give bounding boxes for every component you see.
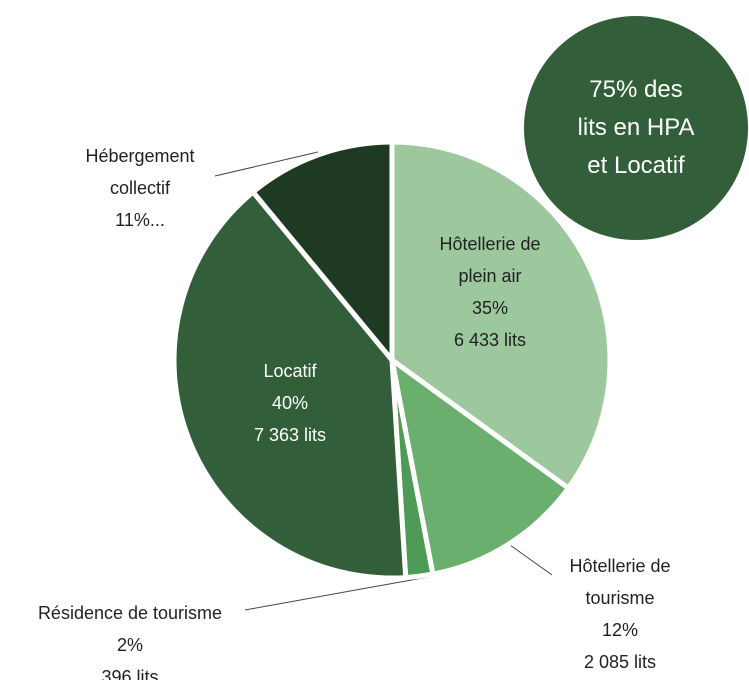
percent-label: 35% xyxy=(471,298,509,318)
category-label: Résidence de tourisme xyxy=(37,603,223,623)
percent-label: 2% xyxy=(116,635,143,655)
leader-line xyxy=(244,576,429,611)
category-label: Locatif xyxy=(263,361,317,381)
slice-label: Hôtellerie de plein air 35% 6 433 lits xyxy=(425,228,555,356)
percent-label: 40% xyxy=(271,393,309,413)
leader-line xyxy=(214,151,319,177)
slice-label: Locatif 40% 7 363 lits xyxy=(225,355,355,451)
beds-label: 396 lits xyxy=(101,667,159,680)
pie-slice xyxy=(389,139,613,491)
beds-label: 2 085 lits xyxy=(583,652,657,672)
slice-label: Hébergement collectif 11%... xyxy=(60,140,220,236)
pie-slice xyxy=(389,357,571,577)
pie-slice xyxy=(250,139,395,363)
percent-label: 12% xyxy=(601,620,639,640)
category-label: Hébergement collectif xyxy=(85,146,195,198)
leader-line xyxy=(509,544,553,576)
annotation-circle: 75% des lits en HPA et Locatif xyxy=(524,16,748,240)
annotation-line: et Locatif xyxy=(587,152,685,179)
annotation-line: lits en HPA xyxy=(577,114,695,141)
percent-label: 11%... xyxy=(115,210,165,230)
slice-label: Hôtellerie de tourisme 12% 2 085 lits xyxy=(555,550,685,678)
beds-label: 6 433 lits xyxy=(453,330,527,350)
annotation-line: 75% des xyxy=(589,76,683,103)
beds-label: 7 363 lits xyxy=(253,425,327,445)
pie-slice xyxy=(171,189,409,581)
category-label: Hôtellerie de plein air xyxy=(439,234,541,286)
slice-label: Résidence de tourisme 2% 396 lits xyxy=(0,597,260,680)
category-label: Hôtellerie de tourisme xyxy=(569,556,671,608)
